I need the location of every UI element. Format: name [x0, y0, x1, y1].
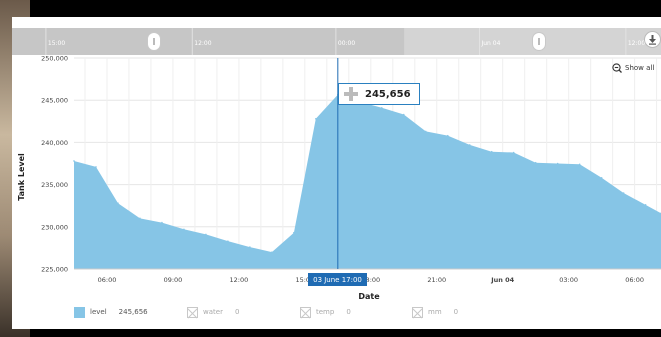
data-point — [205, 233, 207, 236]
data-point — [161, 221, 163, 224]
data-point — [227, 240, 229, 242]
legend: level 245,656 water 0 temp 0 mm 0 — [12, 304, 661, 320]
data-point — [249, 246, 251, 248]
legend-value-mm: 0 — [453, 308, 459, 316]
y-tick-label: 225,000 — [41, 266, 68, 274]
legend-swatch-mm — [412, 306, 423, 318]
legend-item-temp[interactable]: temp 0 — [300, 304, 351, 320]
navigator-handle-right[interactable] — [533, 33, 545, 50]
data-point — [490, 150, 493, 153]
area-level — [74, 94, 661, 269]
legend-value-level: 245,656 — [118, 308, 148, 316]
data-point — [644, 204, 647, 206]
navigator-handle-left[interactable] — [148, 33, 160, 50]
x-tick-label: 06:00 — [625, 276, 644, 284]
legend-swatch-temp — [300, 306, 311, 318]
data-point — [315, 117, 317, 120]
data-point — [271, 251, 273, 253]
y-tick-label: 230,000 — [41, 223, 68, 231]
legend-label-temp: temp — [316, 308, 335, 316]
legend-item-mm[interactable]: mm 0 — [412, 304, 458, 320]
x-axis: 06:00 09:00 12:00 15:00 18:00 21:00 Jun 04 03:0… — [74, 268, 661, 284]
navigator-tick-label: Jun 04 — [480, 40, 500, 47]
data-point — [73, 160, 75, 162]
zoom-out-icon — [612, 63, 622, 73]
navigator-tick-label: 12:00 — [628, 40, 645, 47]
navigator-tick-label: 00:00 — [338, 40, 355, 47]
x-tick-label: 15:00 — [295, 276, 314, 284]
x-tick-label: 12:00 — [230, 276, 249, 284]
download-button[interactable] — [644, 31, 661, 48]
legend-value-water: 0 — [234, 308, 240, 316]
legend-label-level: level — [90, 308, 107, 316]
data-point — [622, 192, 625, 194]
x-tick-label: 21:00 — [427, 276, 446, 284]
data-point — [95, 166, 97, 168]
download-icon — [649, 35, 656, 45]
data-point — [380, 106, 383, 109]
data-point — [293, 231, 295, 234]
y-axis-title: Tank Level — [17, 153, 26, 201]
x-tick-label: 09:00 — [164, 276, 183, 284]
navigator-tick-label: 15:00 — [48, 40, 65, 47]
y-tick-label: 235,000 — [41, 181, 68, 189]
legend-swatch-water — [187, 306, 198, 318]
x-tick-label: 18:00 — [361, 276, 380, 284]
data-point — [424, 130, 427, 133]
data-point — [468, 144, 471, 146]
y-tick-label: 250,000 — [41, 55, 68, 63]
data-point — [556, 162, 559, 165]
y-axis: 225,000 230,000 235,000 240,000 245,000 250,0… — [41, 55, 68, 274]
data-point — [117, 202, 119, 204]
series-area-level — [73, 93, 661, 269]
chart-canvas: 15:00 12:00 00:00 Jun 04 12:00 225,000 230,00… — [12, 28, 661, 301]
data-point — [512, 151, 515, 154]
data-point — [578, 163, 581, 166]
navigator-tick-label: 12:00 — [194, 40, 211, 47]
navigator-selection[interactable] — [12, 28, 405, 55]
show-all-label: Show all — [625, 64, 655, 72]
legend-swatch-level — [74, 306, 85, 318]
data-point — [183, 228, 185, 231]
legend-label-water: water — [203, 308, 223, 316]
x-axis-title: Date — [358, 292, 380, 301]
x-tick-label: 06:00 — [98, 276, 117, 284]
legend-item-water[interactable]: water 0 — [187, 304, 239, 320]
y-tick-label: 240,000 — [41, 139, 68, 147]
tooltip-value: 245,656 — [365, 88, 411, 100]
show-all-button[interactable]: Show all — [612, 63, 654, 73]
chart-panel: 15:00 12:00 00:00 Jun 04 12:00 225,000 230,00… — [12, 17, 661, 329]
plus-icon — [343, 86, 359, 102]
x-tick-label: Jun 04 — [490, 276, 514, 284]
y-tick-label: 245,000 — [41, 97, 68, 105]
data-point — [402, 113, 405, 116]
legend-value-temp: 0 — [346, 308, 351, 316]
tooltip: 245,656 — [338, 83, 420, 105]
data-point — [534, 161, 537, 164]
legend-label-mm: mm — [428, 308, 442, 316]
navigator[interactable]: 15:00 12:00 00:00 Jun 04 12:00 — [12, 28, 661, 55]
data-point — [139, 217, 141, 220]
crosshair-date-label: 03 June 17:00 — [308, 273, 367, 286]
legend-item-level[interactable]: level 245,656 — [74, 304, 148, 320]
data-point — [600, 177, 603, 179]
x-tick-label: 03:00 — [559, 276, 578, 284]
data-point — [446, 134, 449, 137]
